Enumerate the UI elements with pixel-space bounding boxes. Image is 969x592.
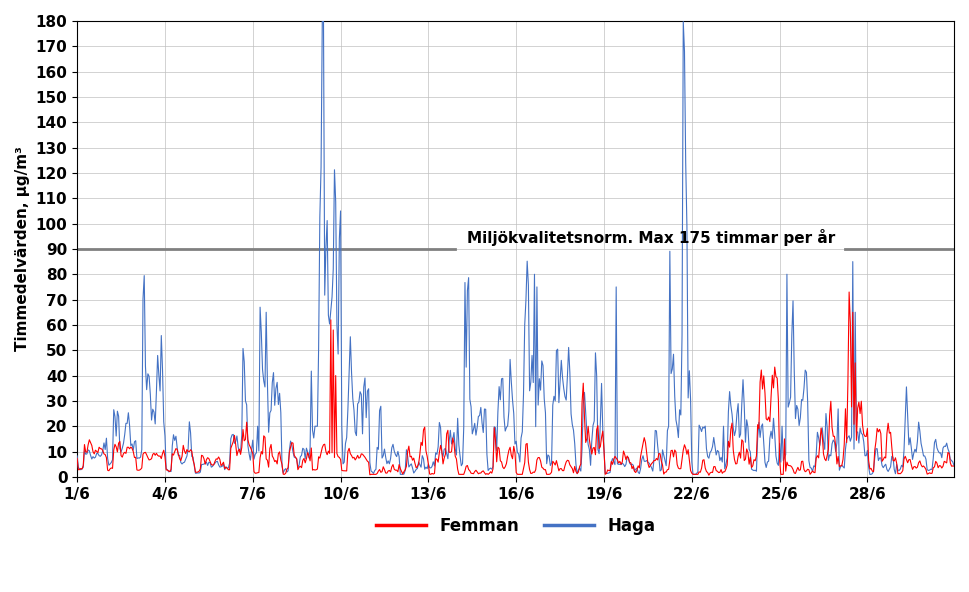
- Legend: Femman, Haga: Femman, Haga: [369, 510, 662, 542]
- Text: Miljökvalitetsnorm. Max 175 timmar per år: Miljökvalitetsnorm. Max 175 timmar per å…: [467, 230, 835, 246]
- Y-axis label: Timmedelvärden, µg/m³: Timmedelvärden, µg/m³: [15, 146, 30, 352]
